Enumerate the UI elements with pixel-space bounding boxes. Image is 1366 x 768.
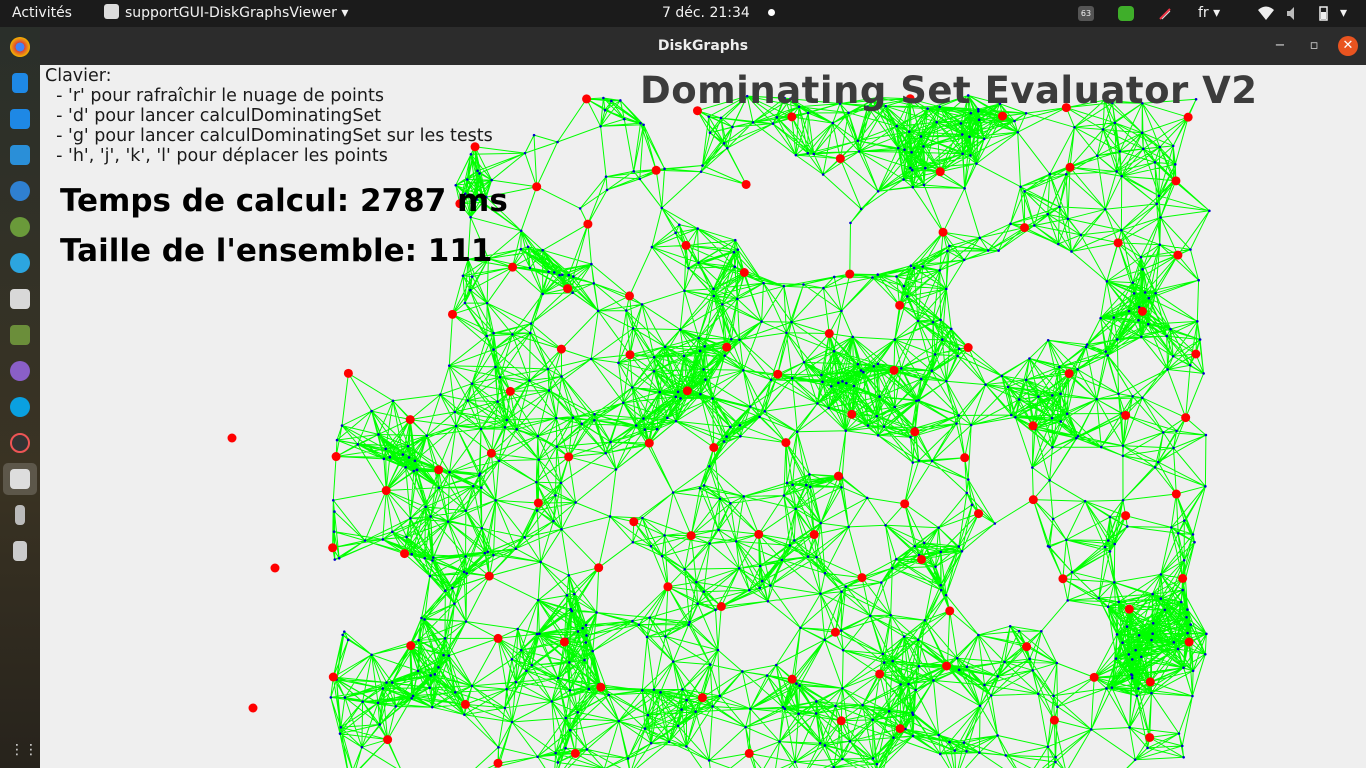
check-icon[interactable] — [1118, 6, 1134, 21]
compute-time: Temps de calcul: 2787 ms — [60, 183, 508, 219]
chevron-down-icon: ▾ — [1340, 5, 1348, 21]
badge-icon[interactable]: 63 — [1078, 6, 1094, 21]
help-line: - 'h', 'j', 'k', 'l' pour déplacer les p… — [45, 146, 388, 166]
help-heading: Clavier: — [45, 66, 112, 86]
github-icon[interactable] — [10, 361, 30, 381]
app-grid-icon[interactable]: ⋮⋮ — [10, 742, 38, 758]
maximize-button[interactable]: ▫ — [1309, 38, 1319, 53]
app-icon — [104, 4, 119, 19]
help-icon[interactable] — [10, 181, 30, 201]
graph-canvas[interactable]: Clavier: - 'r' pour rafraîchir le nuage … — [40, 65, 1366, 768]
close-button[interactable]: ✕ — [1338, 36, 1358, 56]
vscode-icon[interactable] — [10, 109, 30, 129]
diskgraphs-icon[interactable] — [10, 469, 30, 489]
browser-icon[interactable] — [10, 217, 30, 237]
window-titlebar[interactable]: DiskGraphs − ▫ ✕ — [40, 27, 1366, 65]
activities-button[interactable]: Activités — [12, 5, 72, 21]
battery-icon[interactable] — [1316, 6, 1330, 21]
minimize-button[interactable]: − — [1274, 38, 1286, 53]
files-icon[interactable] — [10, 289, 30, 309]
language-selector[interactable]: fr ▾ — [1198, 0, 1220, 27]
help-line: - 'd' pour lancer calculDominatingSet — [45, 106, 382, 126]
skype-icon[interactable] — [10, 397, 30, 417]
window-title: DiskGraphs — [657, 38, 749, 54]
app-menu[interactable]: supportGUI-DiskGraphsViewer ▾ — [104, 0, 348, 27]
drive-icon[interactable] — [13, 541, 27, 561]
telegram-icon[interactable] — [10, 253, 30, 273]
network-alert-icon[interactable] — [1158, 6, 1172, 21]
system-menu[interactable]: ▾ — [1340, 0, 1347, 27]
clock[interactable]: 7 déc. 21:34 — [662, 0, 775, 27]
minecraft-icon[interactable] — [10, 325, 30, 345]
trash-icon[interactable] — [15, 505, 25, 525]
top-bar: Activités supportGUI-DiskGraphsViewer ▾ … — [0, 0, 1366, 27]
dock: ⋮⋮ — [0, 27, 40, 768]
volume-icon[interactable] — [1286, 6, 1302, 21]
software-center-icon[interactable] — [10, 145, 30, 165]
help-line: - 'g' pour lancer calculDominatingSet su… — [45, 126, 493, 146]
chrome-icon[interactable] — [10, 37, 30, 57]
set-size: Taille de l'ensemble: 111 — [60, 233, 493, 269]
dominating-set-points — [227, 94, 1201, 768]
disk-graph — [227, 94, 1211, 768]
text-editor-icon[interactable] — [12, 73, 28, 93]
chevron-down-icon: ▾ — [341, 5, 349, 21]
wifi-icon[interactable] — [1258, 6, 1274, 21]
settings-icon[interactable] — [10, 433, 30, 453]
app-title: Dominating Set Evaluator V2 — [640, 69, 1258, 112]
language-label: fr — [1198, 5, 1209, 21]
chevron-down-icon: ▾ — [1213, 5, 1221, 21]
app-menu-label: supportGUI-DiskGraphsViewer — [125, 5, 337, 21]
clock-text: 7 déc. 21:34 — [662, 5, 750, 21]
help-line: - 'r' pour rafraîchir le nuage de points — [45, 86, 384, 106]
notification-dot-icon — [767, 9, 775, 16]
keyboard-help: Clavier: - 'r' pour rafraîchir le nuage … — [45, 66, 493, 166]
badge-count: 63 — [1080, 9, 1092, 18]
graph-points — [329, 94, 1211, 768]
